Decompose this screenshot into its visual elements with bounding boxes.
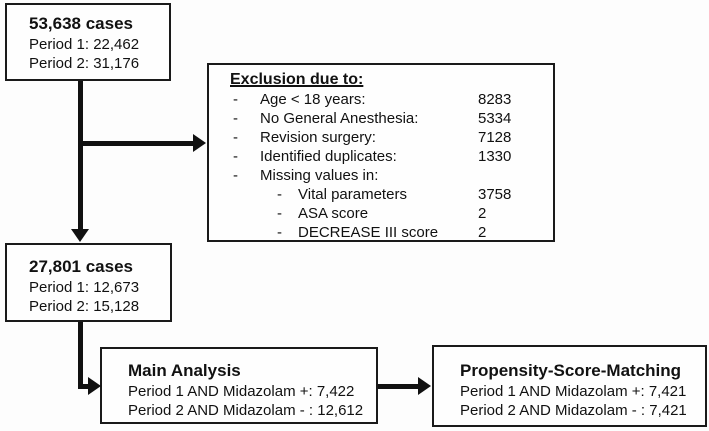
exclusion-item-label: ASA score [298, 205, 369, 222]
total-cases-title: 53,638 cases [29, 14, 133, 33]
exclusion-item-value: 1330 [478, 148, 512, 165]
psm-title: Propensity-Score-Matching [460, 361, 682, 380]
included-cases-title: 27,801 cases [29, 257, 133, 276]
exclusion-item-label: DECREASE III score [298, 224, 439, 241]
arrow-right-icon [418, 377, 431, 395]
box-included-cases: 27,801 cases Period 1: 12,673 Period 2: … [5, 243, 172, 322]
exclusion-item: - Age < 18 years: 8283 [209, 90, 553, 109]
dash-bullet: - [277, 186, 282, 203]
exclusion-item: - Revision surgery: 7128 [209, 128, 553, 147]
arrow-down-line [78, 81, 83, 231]
total-period2: Period 2: 31,176 [29, 55, 140, 72]
main-analysis-title: Main Analysis [128, 361, 241, 380]
dash-bullet: - [233, 167, 238, 184]
dash-bullet: - [233, 129, 238, 146]
exclusion-title: Exclusion due to: [230, 71, 364, 88]
exclusion-item-value: 8283 [478, 91, 512, 108]
arrow-right-icon [88, 377, 101, 395]
exclusion-item-label: Missing values in: [260, 167, 379, 184]
exclusion-item: - Missing values in: [209, 166, 553, 185]
exclusion-subitem: - ASA score 2 [209, 204, 553, 223]
box-total-cases: 53,638 cases Period 1: 22,462 Period 2: … [5, 3, 171, 81]
dash-bullet: - [233, 110, 238, 127]
exclusion-item-value: 2 [478, 205, 487, 222]
exclusion-item: - Identified duplicates: 1330 [209, 147, 553, 166]
exclusion-item-label: Identified duplicates: [260, 148, 397, 165]
exclusion-item-label: No General Anesthesia: [260, 110, 419, 127]
exclusion-item-value: 2 [478, 224, 487, 241]
exclusion-item-value: 5334 [478, 110, 512, 127]
dash-bullet: - [277, 224, 282, 241]
arrow-right-icon [193, 134, 206, 152]
arrow-right-line [378, 384, 419, 389]
included-period2: Period 2: 15,128 [29, 298, 140, 315]
psm-line2: Period 2 AND Midazolam - : 7,421 [460, 402, 687, 419]
exclusion-item-label: Revision surgery: [260, 129, 376, 146]
arrow-right-line [80, 141, 194, 146]
exclusion-item: - No General Anesthesia: 5334 [209, 109, 553, 128]
elbow-arrow-horizontal-line [78, 384, 89, 389]
main-analysis-line1: Period 1 AND Midazolam +: 7,422 [128, 383, 355, 400]
dash-bullet: - [233, 91, 238, 108]
box-main-analysis: Main Analysis Period 1 AND Midazolam +: … [100, 347, 378, 424]
exclusion-item-label: Vital parameters [298, 186, 407, 203]
box-exclusion: Exclusion due to: - Age < 18 years: 8283 … [207, 63, 555, 242]
arrow-down-icon [71, 229, 89, 242]
psm-line1: Period 1 AND Midazolam +: 7,421 [460, 383, 687, 400]
dash-bullet: - [233, 148, 238, 165]
exclusion-item-value: 3758 [478, 186, 512, 203]
box-propensity-score-matching: Propensity-Score-Matching Period 1 AND M… [432, 345, 707, 427]
main-analysis-line2: Period 2 AND Midazolam - : 12,612 [128, 402, 364, 419]
exclusion-subitem: - DECREASE III score 2 [209, 223, 553, 242]
exclusion-subitem: - Vital parameters 3758 [209, 185, 553, 204]
elbow-arrow-vertical-line [78, 322, 83, 389]
exclusion-item-value: 7128 [478, 129, 512, 146]
total-period1: Period 1: 22,462 [29, 36, 140, 53]
dash-bullet: - [277, 205, 282, 222]
exclusion-item-label: Age < 18 years: [260, 91, 366, 108]
included-period1: Period 1: 12,673 [29, 279, 140, 296]
